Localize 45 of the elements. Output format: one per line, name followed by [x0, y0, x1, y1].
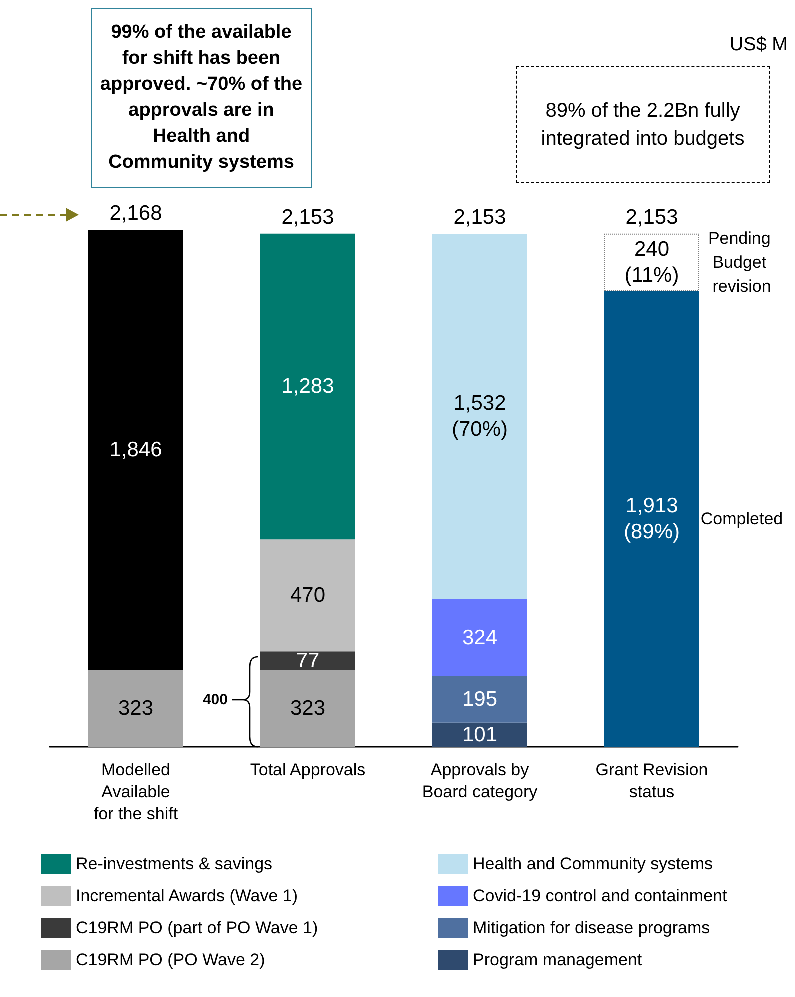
x-tick-label: Approvals by Board category [422, 760, 538, 802]
data-label: 323 [290, 697, 326, 720]
data-label: 470 [290, 584, 326, 608]
bar [260, 652, 356, 670]
data-label: 1,846 [110, 438, 162, 462]
data-label: 1,532 (70%) [452, 392, 508, 442]
legend-label: Health and Community systems [473, 854, 713, 874]
data-label: 101 [462, 723, 498, 746]
data-label: 195 [462, 688, 498, 712]
total-label: 2,168 [110, 202, 162, 225]
text: 99% of the available for shift has been approved. ~70% of the approvals are in Health and Community systems [91, 8, 312, 188]
bar [260, 234, 356, 540]
bar [88, 230, 184, 670]
data-label: 324 [462, 626, 498, 650]
series-label: Completed [700, 510, 784, 529]
data-label: 1,283 [282, 375, 334, 398]
bar [604, 291, 700, 747]
bar [432, 676, 528, 723]
bar [432, 722, 528, 747]
data-label: 323 [118, 697, 154, 720]
x-tick-label: Grant Revision status [596, 760, 708, 802]
series-label: Pending Budget revision [708, 228, 776, 296]
legend-label: Covid-19 control and containment [473, 886, 728, 906]
annotation: 400 [202, 692, 228, 708]
legend-label: C19RM PO (PO Wave 2) [76, 950, 266, 970]
data-label: 1,913 (89%) [624, 494, 680, 544]
total-label: 2,153 [626, 206, 678, 229]
bar [260, 540, 356, 652]
legend-label: Mitigation for disease programs [473, 918, 710, 938]
data-label: 77 [296, 649, 320, 672]
text: US$ M [730, 34, 788, 56]
bar [88, 670, 184, 747]
text: 89% of the 2.2Bn fully integrated into budgets [516, 66, 770, 183]
bar [432, 234, 528, 600]
legend-label: Program management [473, 950, 642, 970]
legend-label: Incremental Awards (Wave 1) [76, 886, 298, 906]
bar [432, 599, 528, 676]
bar [260, 670, 356, 747]
legend-label: Re-investments & savings [76, 854, 273, 874]
x-tick-label: Total Approvals [250, 760, 366, 780]
x-tick-label: Modelled Available for the shift [94, 760, 178, 824]
total-label: 2,153 [282, 206, 334, 229]
legend-label: C19RM PO (part of PO Wave 1) [76, 918, 318, 938]
total-label: 2,153 [454, 206, 506, 230]
data-label: 240 (11%) [624, 238, 680, 287]
